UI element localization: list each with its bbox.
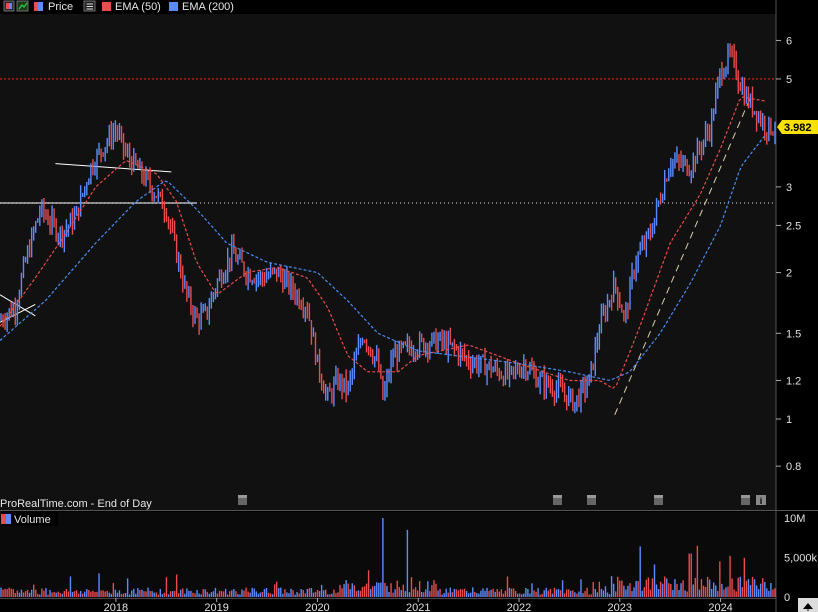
ema200-line: [0, 133, 767, 381]
watermark: ProRealTime.com - End of Day: [0, 498, 152, 510]
price-tick-label: 2: [786, 268, 792, 280]
time-tick-label: 2021: [406, 602, 430, 612]
price-tick-label: 6: [786, 35, 792, 47]
volume-tick-label: 0: [784, 592, 790, 604]
time-tick-label: 2024: [708, 602, 732, 612]
price-legend-swatch-icon: [34, 2, 43, 11]
volume-label: Volume: [14, 514, 51, 526]
time-tick-label: 2020: [305, 602, 329, 612]
price-tick-label: 1: [786, 414, 792, 426]
bars-icon[interactable]: [83, 0, 96, 12]
volume-pane: [0, 512, 776, 598]
price-axis: 0.8 1 1.2 1.5 2 2.5 3 5 6: [776, 35, 801, 473]
volume-bars: [0, 517, 776, 597]
price-tick-label: 1.5: [786, 328, 801, 340]
ema50-line: [0, 96, 767, 390]
ema50-swatch-icon: [102, 2, 111, 11]
legend-price-label: Price: [48, 1, 73, 13]
time-axis: 2018 2019 2020 2021 2022 2023 2024: [104, 598, 733, 612]
calendar-icon[interactable]: [238, 495, 247, 505]
calendar-icon[interactable]: [553, 495, 562, 505]
price-pane: [0, 14, 776, 510]
volume-legend: Volume: [0, 512, 58, 526]
trend-arrow-icon[interactable]: [16, 0, 29, 12]
legend: Price EMA (50) EMA (200): [0, 0, 240, 13]
scroll-up-icon[interactable]: [798, 598, 818, 612]
ema-lines: [0, 96, 767, 390]
price-tick-label: 1.2: [786, 375, 801, 387]
calendar-icon[interactable]: [654, 495, 663, 505]
trendline[interactable]: [614, 96, 752, 416]
info-icon[interactable]: i: [756, 495, 766, 506]
calendar-icon[interactable]: [741, 495, 750, 505]
time-tick-label: 2018: [104, 602, 128, 612]
time-tick-label: 2023: [608, 602, 632, 612]
trendline[interactable]: [55, 163, 172, 173]
time-tick-label: 2019: [204, 602, 228, 612]
horizontal-levels: [0, 78, 776, 204]
last-price-tag: 3.982: [777, 120, 818, 135]
legend-ema200-label: EMA (200): [182, 1, 234, 13]
calendar-icon[interactable]: [587, 495, 596, 505]
volume-tick-label: 5,000k: [784, 552, 818, 564]
legend-ema50-label: EMA (50): [115, 1, 161, 13]
price-tick-label: 3: [786, 182, 792, 194]
svg-text:i: i: [760, 496, 763, 506]
volume-axis: 0 5,000k 10M: [784, 513, 818, 604]
price-tick-label: 5: [786, 74, 792, 86]
price-tick-label: 0.8: [786, 461, 801, 473]
time-tick-label: 2022: [507, 602, 531, 612]
ema200-swatch-icon: [169, 2, 178, 11]
color-swatch-icon[interactable]: [3, 0, 15, 12]
last-price-value: 3.982: [784, 122, 812, 134]
volume-tick-label: 10M: [784, 513, 805, 525]
price-tick-label: 2.5: [786, 220, 801, 232]
price-bars: [0, 43, 776, 414]
